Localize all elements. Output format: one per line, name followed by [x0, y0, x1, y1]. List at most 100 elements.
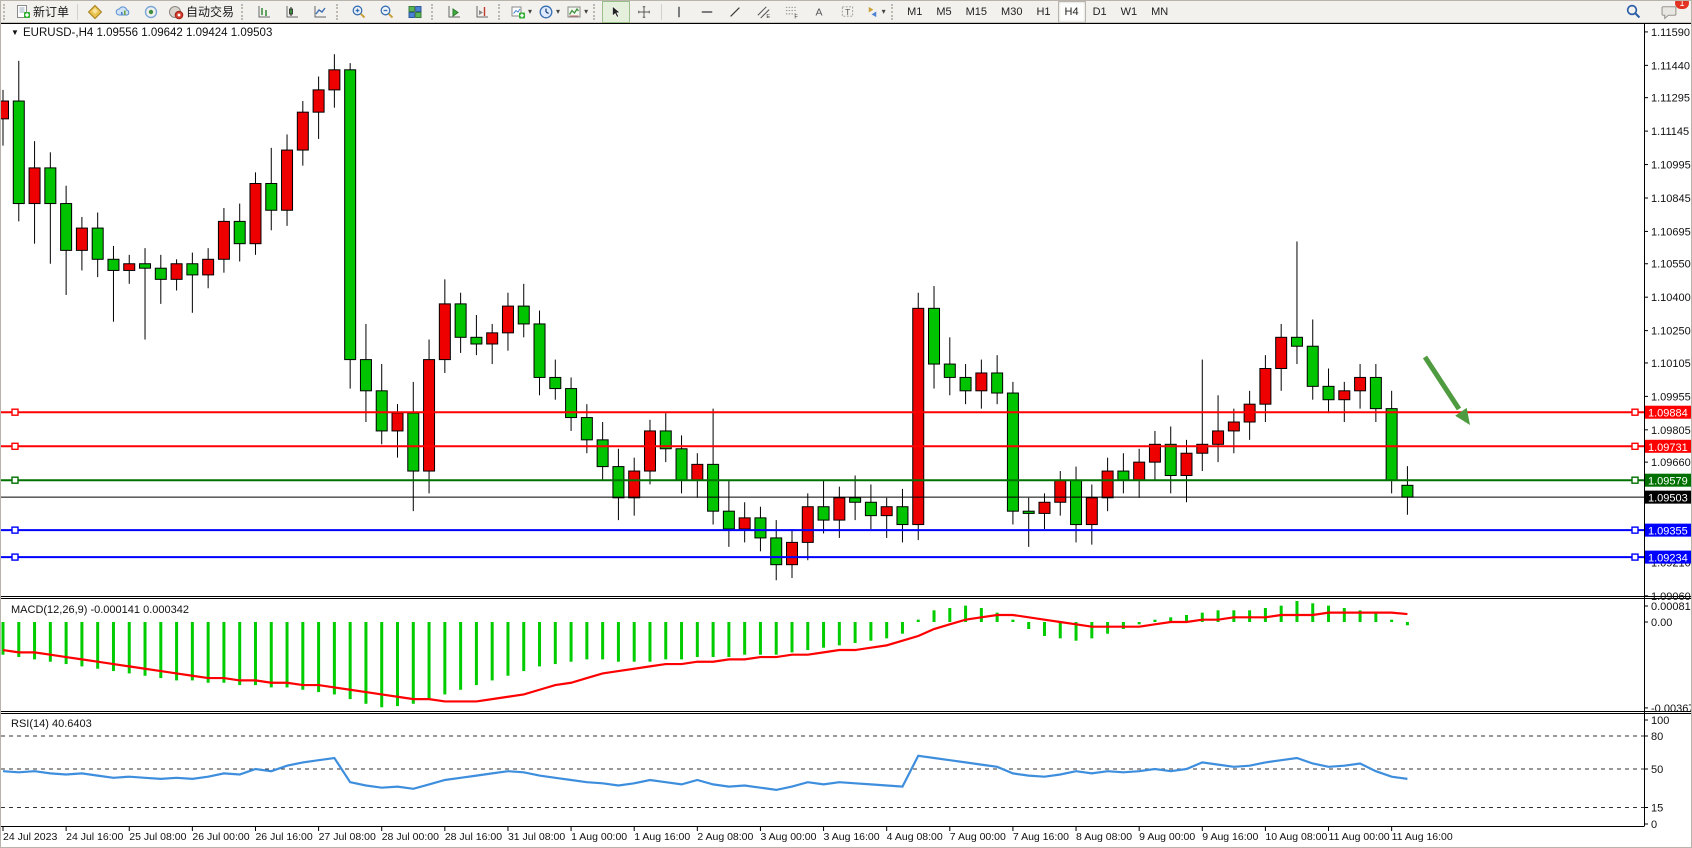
hline-handle[interactable]: [1631, 408, 1639, 416]
timeframe-d1-button[interactable]: D1: [1092, 5, 1107, 18]
macd-hist-bar: [711, 622, 715, 658]
time-tick-label: 24 Jul 16:00: [66, 831, 123, 843]
price-badge: [1645, 473, 1691, 487]
price-tick-label: 1.09955: [1651, 391, 1691, 403]
macd-hist-bar: [348, 622, 352, 700]
macd-hist-bar: [427, 622, 431, 700]
hline-handle[interactable]: [1631, 442, 1639, 451]
arrows-shapes-button[interactable]: ▾: [861, 1, 889, 23]
profiles-caret: ▾: [556, 6, 561, 16]
price-badge-label: 1.09579: [1648, 476, 1688, 488]
macd-hist-bar: [837, 622, 841, 646]
time-tick-label: 1 Aug 00:00: [571, 831, 627, 843]
crosshair-tool-button[interactable]: [630, 1, 658, 23]
macd-hist-bar: [64, 622, 68, 665]
new-chart-button[interactable]: ▾: [507, 1, 535, 23]
hline-objects-layer[interactable]: [1, 408, 1644, 561]
trendline-tool-button[interactable]: [721, 1, 749, 23]
hline-handle[interactable]: [11, 553, 19, 561]
timeframe-h1-button[interactable]: H1: [1036, 5, 1051, 18]
macd-hist-bar: [1, 622, 5, 655]
cursor-tool-button[interactable]: [602, 1, 631, 23]
text-tool-button[interactable]: A: [805, 1, 833, 23]
new-order-button[interactable]: 新订单: [12, 1, 74, 23]
hline-handle[interactable]: [1631, 526, 1639, 534]
candle: [296, 111, 309, 151]
profiles-button[interactable]: ▾: [535, 1, 563, 23]
bar-chart-type-button[interactable]: [250, 1, 278, 23]
toolbar: 新订单: [1, 1, 1691, 23]
candle: [1290, 336, 1303, 347]
hline-handle[interactable]: [1631, 476, 1639, 484]
hline-handle[interactable]: [11, 442, 19, 451]
macd-hist-bar: [1011, 619, 1015, 622]
arrows-shapes-caret: ▾: [881, 6, 886, 16]
auto-scroll-icon: [448, 5, 461, 17]
line-chart-type-button[interactable]: [306, 1, 334, 23]
candle: [123, 263, 136, 271]
hline-handle[interactable]: [11, 526, 19, 534]
macd-hist-bar: [632, 622, 636, 662]
zoom-out-button[interactable]: [373, 1, 401, 23]
macd-hist-bar: [443, 622, 447, 695]
autotrade-button[interactable]: 自动交易: [165, 1, 239, 23]
fibonacci-tool-button[interactable]: F: [777, 1, 805, 23]
macd-hist-bar: [48, 622, 52, 662]
text-label-tool-button[interactable]: T: [833, 1, 861, 23]
tile-windows-button[interactable]: [401, 1, 429, 23]
candle: [359, 359, 372, 392]
hline-handle[interactable]: [11, 408, 19, 416]
price-chart[interactable]: MACD(12,26,9) -0.000141 0.000342 RSI(14) …: [1, 23, 1692, 848]
horizontal-line-tool-button[interactable]: [693, 1, 721, 23]
candle: [1322, 385, 1335, 401]
vertical-line-tool-button[interactable]: [665, 1, 693, 23]
collapse-icon[interactable]: ▼: [11, 28, 19, 37]
macd-hist-bar: [269, 622, 273, 688]
timeframe-w1-button[interactable]: W1: [1120, 5, 1138, 18]
timeframe-m30-button[interactable]: M30: [1001, 5, 1023, 18]
zoom-out-icon: [380, 5, 394, 18]
timeframe-h4-button[interactable]: H4: [1057, 1, 1086, 23]
candle: [896, 506, 909, 526]
search-button[interactable]: [1619, 1, 1647, 23]
macd-hist-bar: [33, 622, 37, 660]
macd-hist-bar: [869, 622, 873, 641]
time-tick-label: 9 Aug 16:00: [1202, 831, 1258, 843]
time-tick-label: 8 Aug 08:00: [1076, 831, 1132, 843]
candle: [707, 463, 720, 512]
auto-scroll-button[interactable]: [440, 1, 468, 23]
macd-hist-bar: [995, 612, 999, 622]
macd-hist-bar: [853, 622, 857, 644]
market-depth-button[interactable]: [81, 1, 109, 23]
macd-hist-bar: [727, 622, 731, 658]
template-button[interactable]: ▾: [563, 1, 591, 23]
timeframe-m5-button[interactable]: M5: [936, 5, 952, 18]
macd-hist-bar: [569, 622, 573, 662]
equidistant-channel-tool-button[interactable]: E: [749, 1, 777, 23]
search-icon: [1626, 4, 1640, 19]
price-axis[interactable]: 1.11590 1.11440 1.11295 1.11145 1.10995 1.108…: [1644, 27, 1692, 831]
signals-button[interactable]: [137, 1, 165, 23]
notifications-button[interactable]: 1: [1655, 1, 1689, 23]
macd-hist-bar: [1342, 607, 1346, 622]
toolbar-grip[interactable]: [3, 3, 10, 20]
macd-hist-bar: [1137, 622, 1141, 625]
macd-hist-bar: [979, 607, 983, 622]
tile-windows-icon: [408, 5, 422, 18]
arrow-annotation[interactable]: [1422, 355, 1470, 425]
candle-chart-type-button[interactable]: [278, 1, 306, 23]
macd-hist-bar: [411, 622, 415, 704]
macd-hist-bar: [159, 622, 163, 679]
hline-handle[interactable]: [11, 476, 19, 484]
chart-area[interactable]: MACD(12,26,9) -0.000141 0.000342 RSI(14) …: [1, 23, 1692, 848]
timeframe-mn-button[interactable]: MN: [1151, 5, 1169, 18]
time-axis[interactable]: 24 Jul 2023 24 Jul 16:00 25 Jul 08:00 26 Ju…: [2, 826, 1453, 844]
candle: [849, 497, 862, 503]
crosshair-icon: [638, 5, 650, 18]
chart-shift-button[interactable]: [468, 1, 496, 23]
hline-handle[interactable]: [1631, 553, 1639, 561]
zoom-in-button[interactable]: [345, 1, 373, 23]
timeframe-m15-button[interactable]: M15: [965, 5, 988, 18]
timeframe-m1-button[interactable]: M1: [907, 5, 923, 18]
cloud-button[interactable]: [109, 1, 137, 23]
